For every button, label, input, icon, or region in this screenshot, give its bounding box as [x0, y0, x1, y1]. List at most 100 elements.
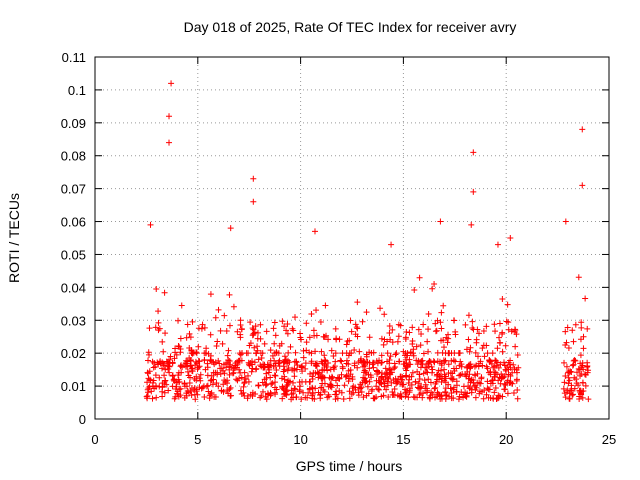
data-point — [284, 330, 291, 337]
data-point — [328, 347, 335, 354]
data-point — [455, 396, 462, 403]
data-point — [318, 372, 325, 379]
data-point — [579, 182, 586, 189]
data-point — [491, 321, 498, 328]
data-point — [499, 296, 506, 303]
data-point — [580, 388, 587, 395]
data-point — [403, 360, 410, 366]
data-point — [456, 362, 463, 369]
data-point — [471, 363, 478, 370]
data-point — [218, 387, 225, 394]
y-tick-label: 0.08 — [61, 149, 86, 164]
data-point — [584, 325, 591, 332]
data-point — [493, 357, 500, 364]
data-point — [512, 343, 519, 350]
data-point — [226, 322, 233, 329]
data-point — [302, 365, 309, 372]
data-point — [443, 391, 450, 398]
data-point — [571, 374, 578, 381]
data-point — [381, 371, 388, 378]
data-point — [263, 370, 270, 377]
data-point — [450, 375, 457, 382]
data-point — [226, 386, 233, 393]
data-point — [417, 390, 424, 397]
data-point — [294, 362, 301, 369]
data-point — [424, 369, 431, 376]
data-point — [221, 377, 228, 384]
data-point — [409, 324, 416, 331]
data-point — [328, 375, 335, 382]
data-point — [338, 371, 345, 378]
data-point — [186, 380, 193, 387]
data-point — [466, 348, 473, 355]
data-point — [409, 337, 416, 344]
data-point — [161, 372, 168, 379]
data-point — [334, 395, 341, 402]
data-point — [394, 392, 401, 399]
data-point — [507, 235, 514, 241]
data-point — [410, 350, 417, 357]
data-point — [265, 391, 272, 398]
data-point — [199, 321, 206, 328]
data-point — [321, 352, 328, 359]
y-tick-label: 0.04 — [61, 280, 86, 295]
data-point — [147, 221, 154, 228]
data-point — [582, 371, 589, 378]
data-point — [214, 338, 221, 345]
data-point — [281, 323, 288, 330]
data-point — [321, 333, 328, 340]
x-axis-label: GPS time / hours — [296, 458, 403, 474]
data-point — [405, 394, 412, 401]
data-point — [145, 370, 152, 377]
data-point — [365, 390, 372, 397]
data-point — [422, 381, 429, 388]
data-point — [478, 374, 485, 381]
data-point — [477, 380, 484, 387]
data-point — [357, 357, 364, 364]
data-point — [257, 394, 264, 401]
data-point — [175, 317, 182, 324]
data-point — [166, 363, 173, 370]
data-point — [226, 366, 233, 373]
data-point — [291, 385, 298, 392]
data-point — [146, 376, 153, 383]
data-point — [324, 394, 331, 401]
data-point — [361, 359, 368, 366]
data-point — [337, 357, 344, 364]
data-point — [560, 385, 567, 392]
data-point — [407, 361, 414, 368]
data-point — [576, 366, 583, 373]
data-point — [579, 379, 586, 386]
data-point — [165, 387, 172, 394]
data-point — [151, 385, 158, 392]
data-point — [497, 339, 504, 346]
data-point — [359, 318, 366, 325]
data-point — [437, 218, 444, 225]
data-point — [278, 375, 285, 382]
data-point — [387, 336, 394, 343]
data-point — [440, 302, 447, 309]
data-point — [434, 317, 441, 324]
data-point — [188, 347, 195, 354]
data-point — [428, 389, 435, 396]
data-point — [455, 350, 462, 357]
data-point — [435, 367, 442, 374]
data-point — [254, 343, 261, 350]
data-point — [497, 380, 504, 387]
data-point — [204, 382, 211, 389]
data-point — [196, 363, 203, 370]
data-point — [297, 330, 304, 337]
data-point — [241, 369, 248, 376]
data-point — [272, 391, 279, 398]
data-point — [432, 328, 439, 335]
data-point — [480, 395, 487, 402]
data-point — [409, 369, 416, 376]
data-point — [429, 285, 436, 292]
data-point — [470, 379, 477, 386]
data-point — [186, 330, 193, 337]
data-point — [296, 388, 303, 395]
data-point — [434, 349, 441, 356]
data-point — [347, 317, 354, 324]
data-point — [293, 358, 300, 365]
data-point — [318, 358, 325, 365]
